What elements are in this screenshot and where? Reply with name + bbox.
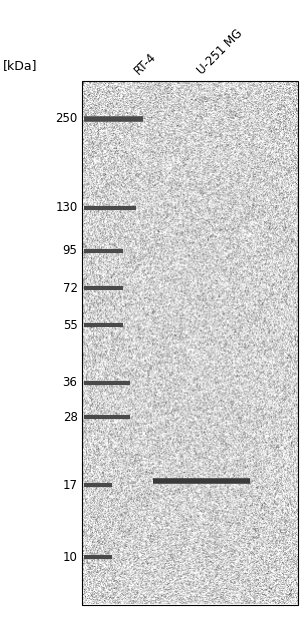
Text: 10: 10 bbox=[63, 551, 78, 564]
Text: 250: 250 bbox=[55, 112, 78, 125]
Text: 95: 95 bbox=[63, 244, 78, 257]
Text: RT-4: RT-4 bbox=[132, 50, 159, 78]
Text: 28: 28 bbox=[63, 410, 78, 423]
Text: U-251 MG: U-251 MG bbox=[195, 27, 245, 78]
Text: 130: 130 bbox=[55, 202, 78, 215]
Text: 36: 36 bbox=[63, 376, 78, 389]
Text: 55: 55 bbox=[63, 319, 78, 332]
Text: 17: 17 bbox=[63, 479, 78, 492]
Text: 72: 72 bbox=[63, 282, 78, 295]
Text: [kDa]: [kDa] bbox=[3, 59, 37, 71]
